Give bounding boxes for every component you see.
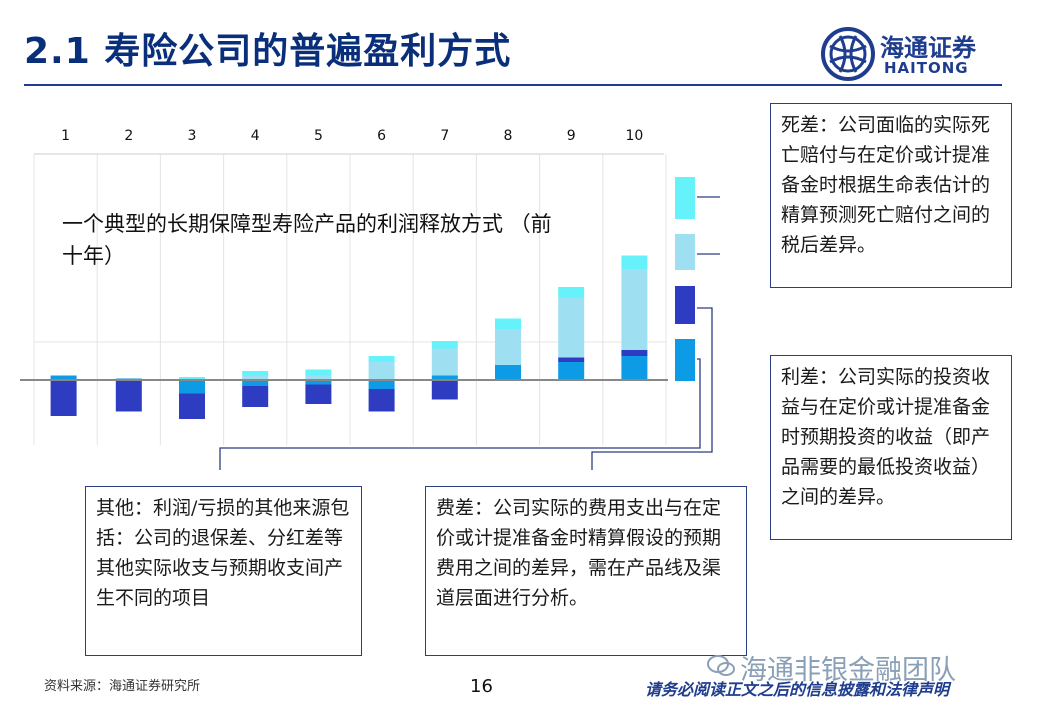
x-tick-label: 1 (61, 128, 70, 144)
chart-bars (50, 255, 648, 419)
bar-other (50, 375, 77, 380)
bar-mortality (558, 287, 585, 298)
callout-expense: 费差：公司实际的费用支出与在定价或计提准备金时精算假设的预期费用之间的差异，需在… (425, 486, 747, 656)
page-title: 2.1 寿险公司的普遍盈利方式 (24, 31, 512, 72)
bar-expense (558, 297, 585, 358)
legend-swatch-mortality (675, 177, 695, 219)
chart-grid (33, 153, 667, 445)
callout-connectors (219, 196, 720, 470)
x-tick-label: 7 (440, 128, 449, 144)
logo-cn: 海通证券 (880, 33, 976, 62)
page-number: 16 (470, 676, 493, 697)
x-tick-label: 3 (188, 128, 197, 144)
x-tick-label: 10 (625, 128, 643, 144)
bar-interest (431, 380, 458, 400)
bar-interest (50, 380, 77, 416)
wechat-icon (707, 655, 735, 676)
bar-other (558, 362, 585, 380)
callout-mortality: 死差：公司面临的实际死亡赔付与在定价或计提准备金时根据生命表估计的精算预测死亡赔… (770, 103, 1012, 288)
bar-expense (495, 329, 521, 365)
bar-interest (242, 386, 269, 407)
bar-expense (242, 375, 269, 380)
x-tick-label: 6 (377, 128, 386, 144)
bar-expense (368, 362, 395, 380)
bar-mortality (242, 371, 269, 376)
bar-interest (179, 393, 205, 419)
connector-interest (697, 253, 720, 255)
bar-expense (621, 269, 648, 350)
bar-other (305, 380, 332, 385)
haitong-logo: 海通证券 HAITONG (820, 26, 1020, 82)
bar-interest (621, 350, 648, 356)
bar-other (621, 356, 648, 380)
bar-interest (558, 357, 585, 362)
bar-interest (305, 384, 332, 404)
bar-interest (115, 380, 142, 412)
bar-mortality (305, 369, 332, 376)
bar-mortality (179, 377, 205, 380)
connector-expense (591, 307, 713, 470)
bar-interest (368, 389, 395, 412)
legend-swatch-other (675, 339, 695, 381)
logo-en: HAITONG (884, 59, 969, 77)
haitong-logo-icon (821, 27, 875, 81)
legend-swatch-interest (675, 286, 695, 324)
bar-other (179, 380, 205, 394)
bar-expense (305, 375, 332, 380)
bar-other (242, 380, 269, 386)
bar-mortality (431, 341, 458, 349)
x-tick-label: 2 (124, 128, 133, 144)
bar-expense (431, 348, 458, 376)
x-tick-label: 8 (504, 128, 513, 144)
bar-other (495, 365, 521, 380)
disclaimer: 请务必阅读正文之后的信息披露和法律声明 (645, 680, 950, 699)
legend-swatch-expense (675, 234, 695, 270)
bar-other (431, 375, 458, 380)
x-tick-label: 9 (567, 128, 576, 144)
bar-mortality (621, 255, 648, 269)
bar-mortality (368, 356, 395, 362)
x-tick-label: 4 (251, 128, 260, 144)
x-tick-label: 5 (314, 128, 323, 144)
source-note: 资料来源：海通证券研究所 (44, 679, 201, 694)
chart-tick-labels: 1 2 3 4 5 6 7 8 9 10 (61, 128, 643, 144)
watermark-text: 海通非银金融团队 (740, 655, 956, 686)
bar-mortality (495, 318, 521, 329)
title-divider (24, 84, 1002, 86)
chart-description: 一个典型的长期保障型寿险产品的利润释放方式 （前十年） (62, 212, 552, 268)
callout-interest: 利差：公司实际的投资收益与在定价或计提准备金时预期投资的收益（即产品需要的最低投… (770, 355, 1012, 540)
callout-other: 其他：利润/亏损的其他来源包括：公司的退保差、分红差等其他实际收支与预期收支间产… (85, 486, 362, 656)
chart-legend-swatches (675, 177, 695, 381)
bar-other (368, 380, 395, 389)
connector-other (219, 358, 701, 470)
profit-release-chart: 1 2 3 4 5 6 7 8 9 10 (20, 128, 720, 470)
